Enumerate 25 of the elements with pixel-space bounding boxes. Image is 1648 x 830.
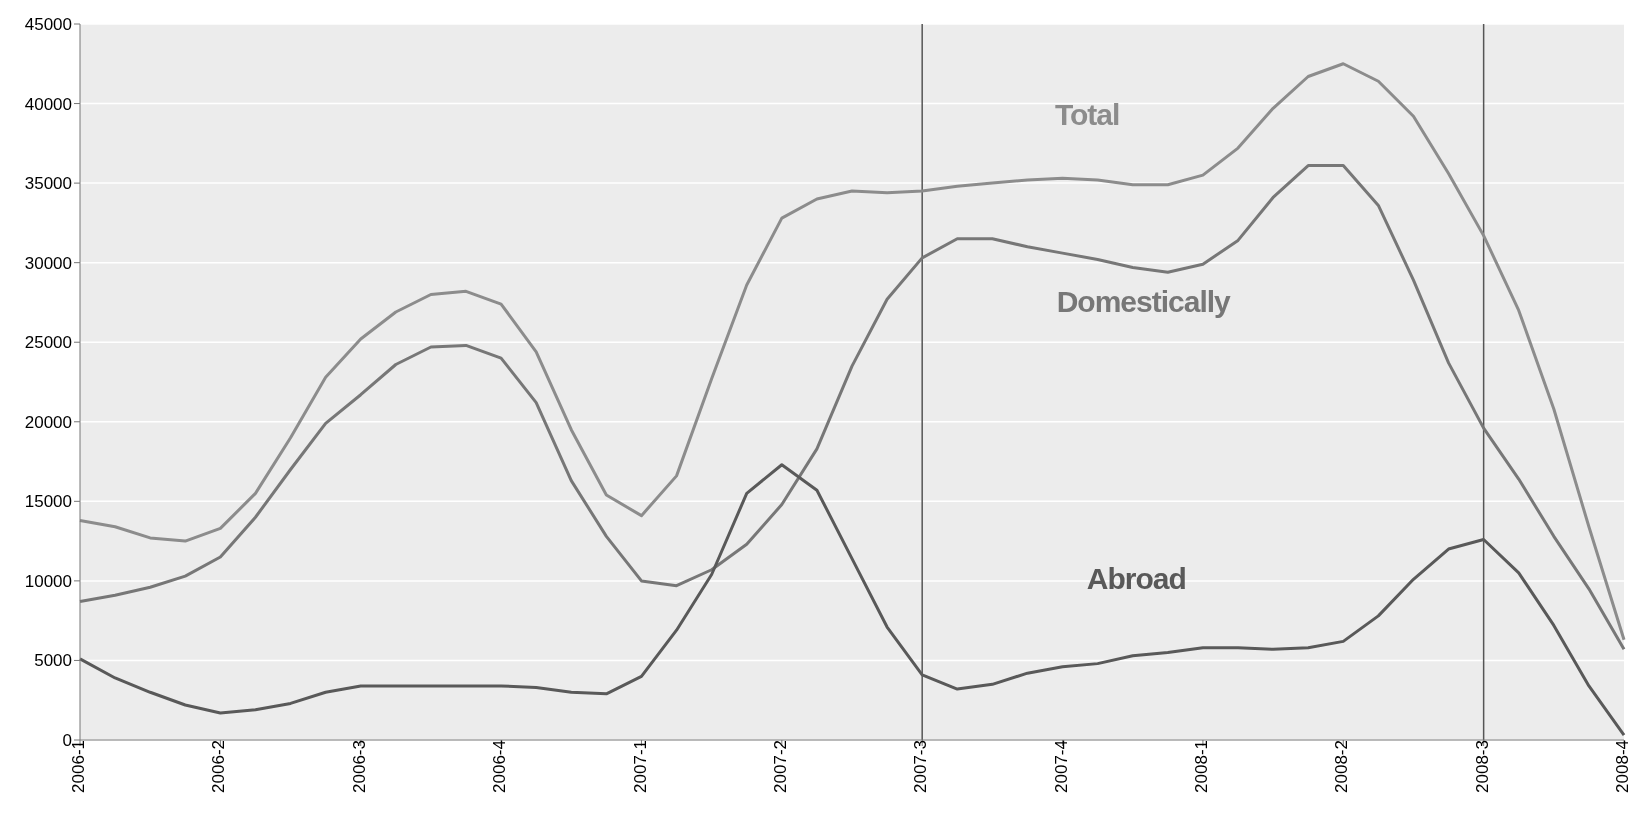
line-series xyxy=(78,62,1626,642)
y-tick-label: 15000 xyxy=(24,492,72,512)
x-tick-label: 2007-4 xyxy=(1051,740,1071,793)
y-tick-label: 5000 xyxy=(34,651,72,671)
y-tick-label: 30000 xyxy=(24,253,72,273)
y-tick-label: 35000 xyxy=(24,174,72,194)
x-tick-label: 2007-3 xyxy=(911,740,931,793)
y-tick-label: 45000 xyxy=(24,15,72,35)
x-tick-label: 2008-4 xyxy=(1613,740,1633,793)
y-tick-label: 40000 xyxy=(24,94,72,114)
x-tick-label: 2007-1 xyxy=(630,740,650,793)
y-tick-label: 20000 xyxy=(24,412,72,432)
x-tick-label: 2008-2 xyxy=(1332,740,1352,793)
x-tick-label: 2007-2 xyxy=(770,740,790,793)
x-tick-label: 2006-3 xyxy=(349,740,369,793)
y-tick-label: 25000 xyxy=(24,333,72,353)
y-tick-label: 0 xyxy=(62,731,72,751)
x-tick-label: 2008-3 xyxy=(1472,740,1492,793)
x-tick-label: 2008-1 xyxy=(1191,740,1211,793)
y-tick-label: 10000 xyxy=(24,571,72,591)
series-label: Domestically xyxy=(1056,285,1230,320)
x-tick-label: 2006-4 xyxy=(490,740,510,793)
series-label: Total xyxy=(1054,97,1120,132)
series-label: Abroad xyxy=(1086,562,1186,597)
x-tick-label: 2006-2 xyxy=(209,740,229,793)
